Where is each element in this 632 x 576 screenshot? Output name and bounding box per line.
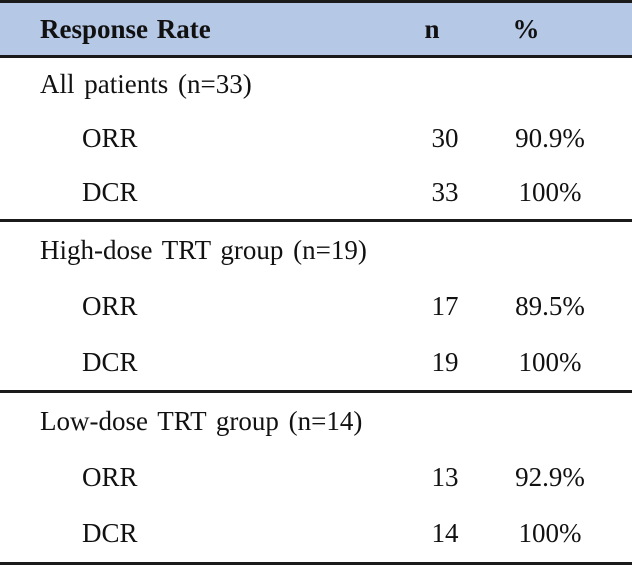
- table-row-orr: ORR 30 90.9%: [0, 123, 632, 154]
- cell-percent: 92.9%: [515, 461, 585, 492]
- cell-percent: 100%: [518, 346, 582, 377]
- row-label-dcr: DCR: [82, 518, 138, 549]
- cell-percent: 89.5%: [515, 290, 585, 321]
- table-header-row: Response Rate n %: [0, 0, 632, 58]
- row-label-orr: ORR: [82, 461, 138, 492]
- header-response-rate: Response Rate: [40, 13, 211, 44]
- header-n: n: [424, 13, 440, 44]
- section-all-patients: All patients (n=33) ORR 30 90.9% DCR 33 …: [0, 58, 632, 222]
- table-row-dcr: DCR 33 100%: [0, 177, 632, 208]
- group-label-high-dose: High-dose TRT group (n=19): [40, 234, 367, 265]
- cell-n: 30: [431, 122, 459, 153]
- row-label-orr: ORR: [82, 290, 138, 321]
- row-label-dcr: DCR: [82, 346, 138, 377]
- section-low-dose-trt: Low-dose TRT group (n=14) ORR 13 92.9% D…: [0, 393, 632, 565]
- cell-percent: 100%: [518, 518, 582, 549]
- cell-n: 14: [431, 518, 459, 549]
- header-percent: %: [512, 13, 540, 44]
- group-row: High-dose TRT group (n=19): [0, 235, 632, 266]
- table-row-dcr: DCR 19 100%: [0, 347, 632, 378]
- cell-n: 17: [431, 290, 459, 321]
- table-row-dcr: DCR 14 100%: [0, 518, 632, 549]
- group-row: Low-dose TRT group (n=14): [0, 406, 632, 437]
- cell-n: 33: [431, 176, 459, 207]
- group-row: All patients (n=33): [0, 69, 632, 100]
- row-label-dcr: DCR: [82, 176, 138, 207]
- group-label-all-patients: All patients (n=33): [40, 69, 252, 100]
- group-label-low-dose: Low-dose TRT group (n=14): [40, 405, 363, 436]
- cell-n: 19: [431, 346, 459, 377]
- table-row-orr: ORR 17 89.5%: [0, 291, 632, 322]
- cell-percent: 100%: [518, 176, 582, 207]
- section-high-dose-trt: High-dose TRT group (n=19) ORR 17 89.5% …: [0, 222, 632, 393]
- cell-percent: 90.9%: [515, 122, 585, 153]
- table-row-orr: ORR 13 92.9%: [0, 462, 632, 493]
- row-label-orr: ORR: [82, 122, 138, 153]
- cell-n: 13: [431, 461, 459, 492]
